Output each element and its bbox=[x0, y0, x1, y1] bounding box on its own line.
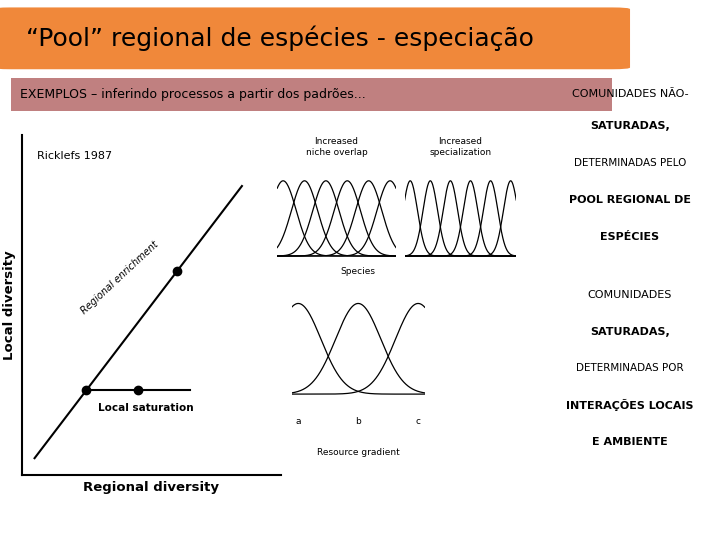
Text: INTERAÇÕES LOCAIS: INTERAÇÕES LOCAIS bbox=[566, 400, 694, 411]
Text: Species: Species bbox=[341, 267, 376, 276]
Text: “Pool” regional de espécies - especiação: “Pool” regional de espécies - especiação bbox=[26, 25, 534, 51]
Text: a: a bbox=[295, 417, 301, 426]
Text: COMUNIDADES NÃO-: COMUNIDADES NÃO- bbox=[572, 89, 688, 98]
Text: EXEMPLOS – inferindo processos a partir dos padrões...: EXEMPLOS – inferindo processos a partir … bbox=[20, 88, 366, 101]
Text: Increased
specialization: Increased specialization bbox=[429, 137, 492, 157]
Text: POOL REGIONAL DE: POOL REGIONAL DE bbox=[569, 195, 691, 205]
Text: SATURADAS,: SATURADAS, bbox=[590, 122, 670, 131]
Text: COMUNIDADES: COMUNIDADES bbox=[588, 289, 672, 300]
X-axis label: Regional diversity: Regional diversity bbox=[84, 481, 219, 494]
Text: ESPÉCIES: ESPÉCIES bbox=[600, 232, 660, 242]
Text: Local saturation: Local saturation bbox=[98, 402, 194, 413]
Text: Ricklefs 1987: Ricklefs 1987 bbox=[37, 151, 112, 161]
FancyBboxPatch shape bbox=[0, 8, 630, 69]
Text: DETERMINADAS PELO: DETERMINADAS PELO bbox=[574, 158, 686, 168]
Y-axis label: Local diversity: Local diversity bbox=[3, 250, 16, 360]
Text: c: c bbox=[415, 417, 420, 426]
Text: Regional enrichment: Regional enrichment bbox=[79, 240, 161, 316]
Text: E AMBIENTE: E AMBIENTE bbox=[592, 437, 668, 447]
Text: b: b bbox=[356, 417, 361, 426]
Text: Increased
niche overlap: Increased niche overlap bbox=[306, 137, 367, 157]
Text: DETERMINADAS POR: DETERMINADAS POR bbox=[576, 363, 684, 374]
Text: Resource gradient: Resource gradient bbox=[317, 449, 400, 457]
Text: SATURADAS,: SATURADAS, bbox=[590, 327, 670, 336]
